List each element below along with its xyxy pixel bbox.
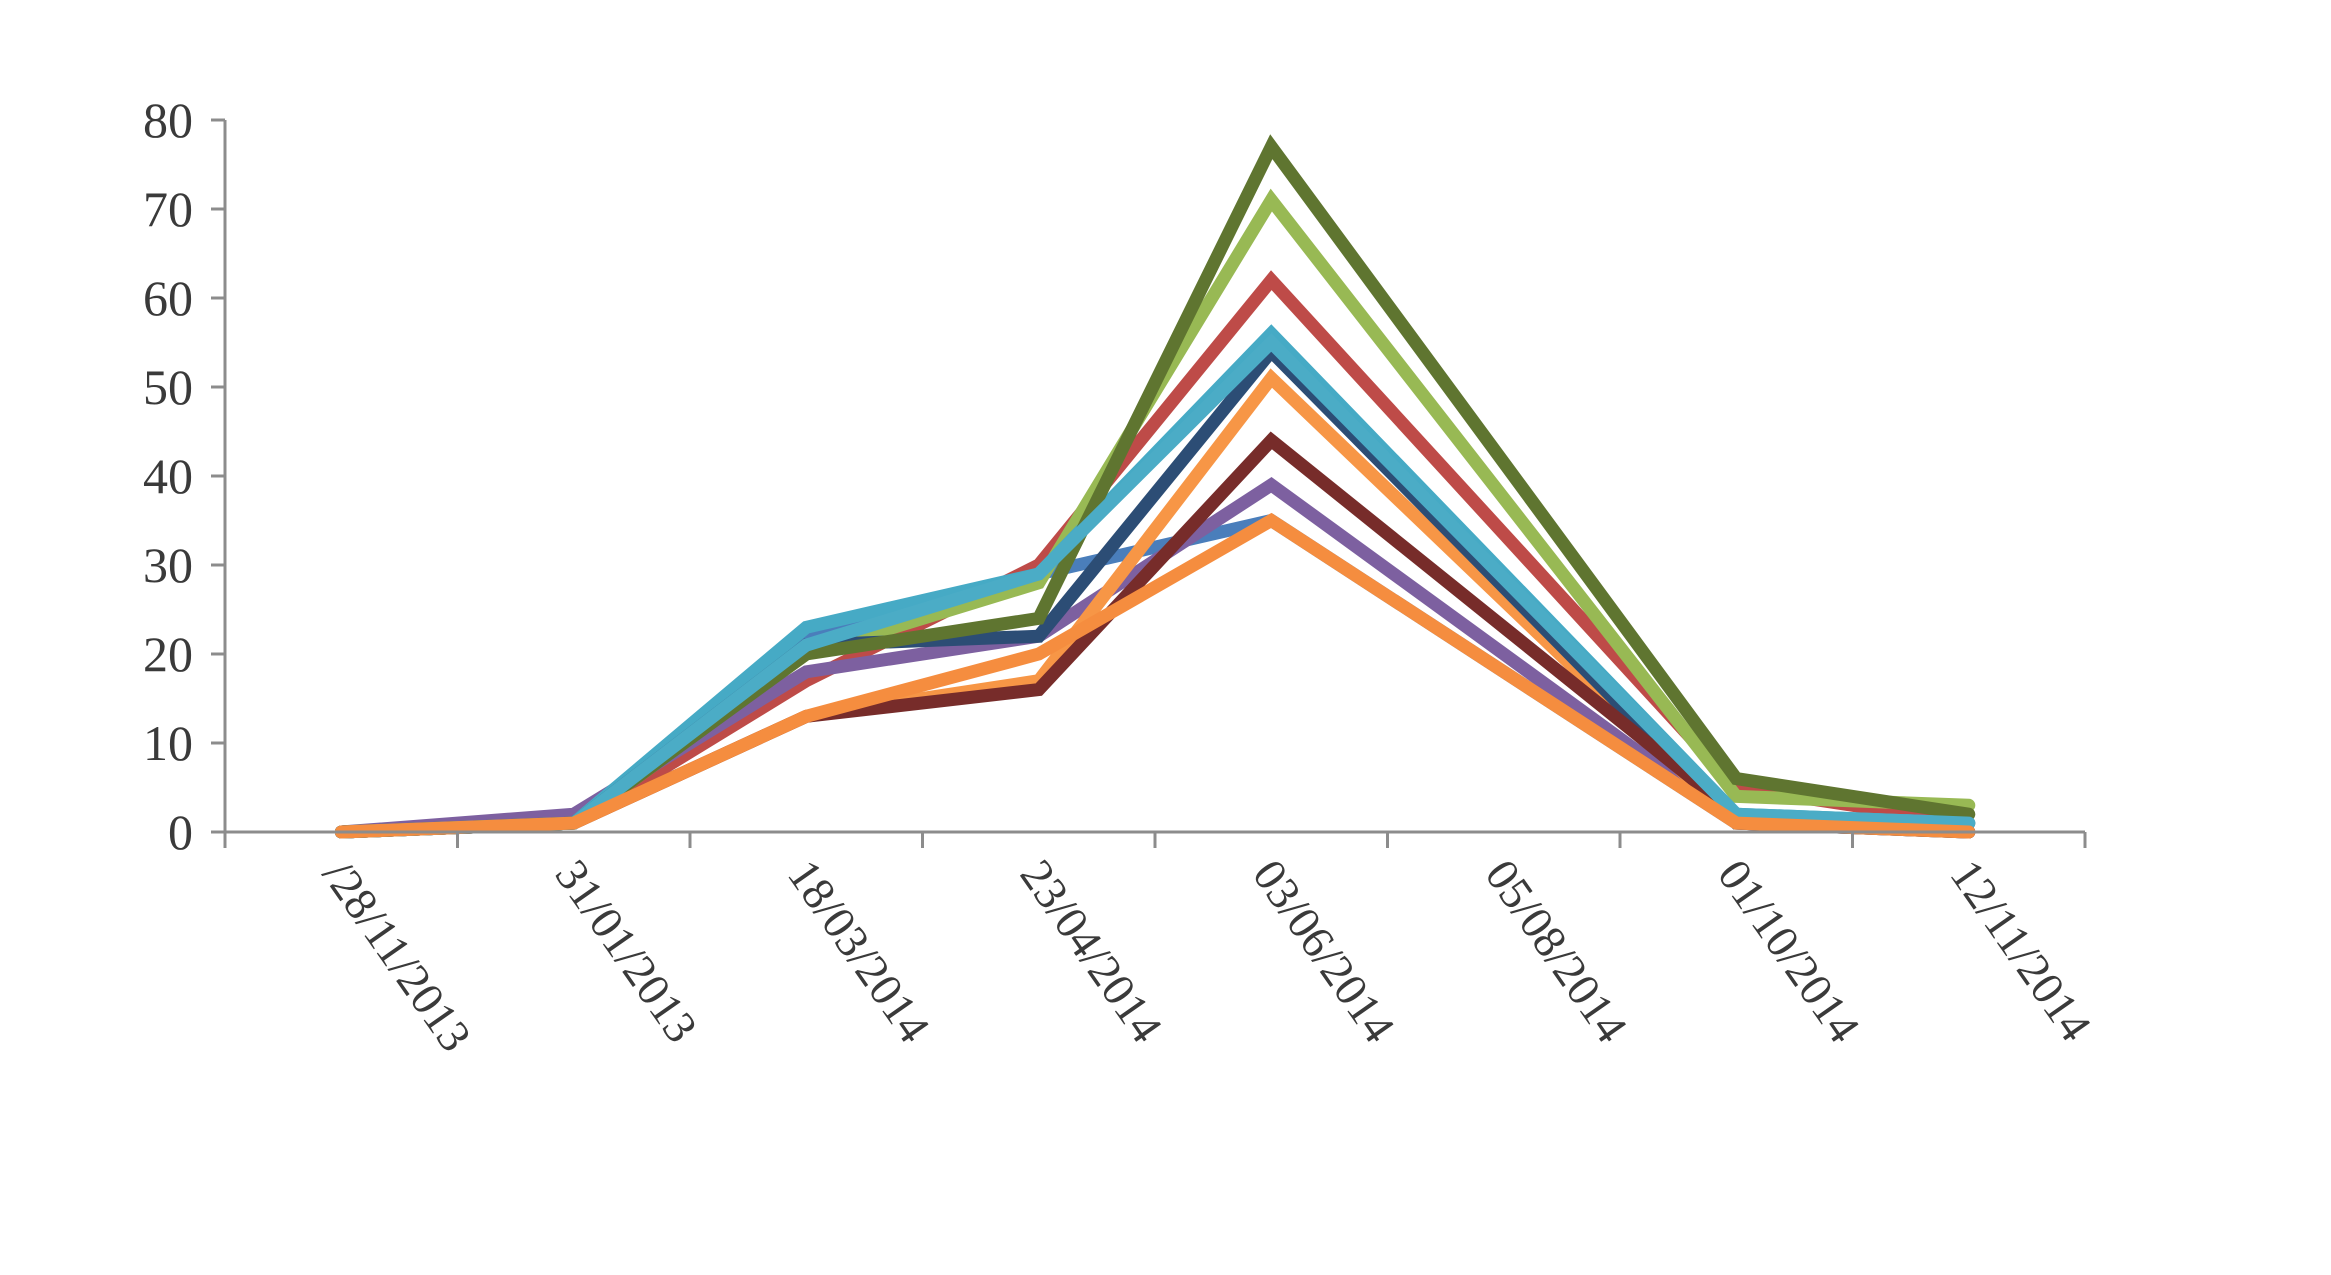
- x-ticks: /28/11/2013 31/01/2013 18/03/2014 23/04/201…: [223, 832, 2102, 1060]
- series-line-11: [334, 512, 1976, 839]
- y-tick-label: 60: [143, 270, 193, 326]
- x-tick-label: 18/03/2014: [778, 850, 940, 1051]
- y-tick-label: 70: [143, 181, 193, 237]
- y-tick-label: 0: [168, 804, 193, 860]
- x-tick-label: 05/08/2014: [1476, 850, 1638, 1051]
- x-tick-label: 01/10/2014: [1708, 850, 1870, 1051]
- y-tick-label: 10: [143, 715, 193, 771]
- x-tick-label: 23/04/2014: [1011, 850, 1173, 1051]
- x-tick-label: 03/06/2014: [1243, 850, 1405, 1051]
- series-line-3: [334, 188, 1976, 839]
- x-tick-label: /28/11/2013: [313, 850, 481, 1060]
- x-tick-label: 31/01/2013: [546, 850, 708, 1051]
- axes-layer: [211, 120, 2085, 834]
- y-ticks: 0 10 20 30 40 50 60 70 80: [143, 92, 225, 860]
- x-tick-label: 12/11/2014: [1941, 850, 2102, 1050]
- y-tick-label: 30: [143, 537, 193, 593]
- y-tick-label: 20: [143, 626, 193, 682]
- y-tick-label: 40: [143, 448, 193, 504]
- y-tick-label: 50: [143, 359, 193, 415]
- series-layer: [334, 134, 1976, 839]
- y-tick-label: 80: [143, 92, 193, 148]
